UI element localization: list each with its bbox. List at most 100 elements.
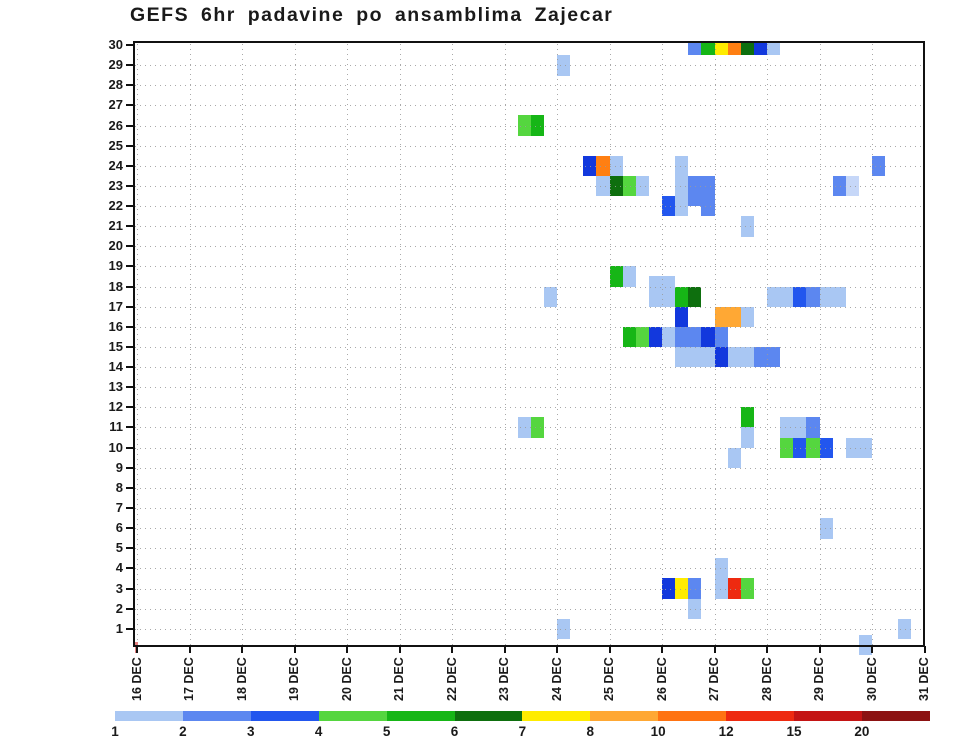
y-tick-label: 2 xyxy=(115,600,123,616)
x-tick xyxy=(398,646,401,653)
heatmap-cell xyxy=(740,306,754,328)
heatmap-cell xyxy=(832,286,846,308)
heatmap-cell xyxy=(767,286,781,308)
y-tick-label: 7 xyxy=(115,499,123,515)
y-tick xyxy=(126,426,133,429)
y-tick xyxy=(126,446,133,449)
v-gridline xyxy=(347,44,348,646)
y-tick-label: 27 xyxy=(108,97,123,113)
heatmap-cell xyxy=(648,326,662,348)
x-tick-label: 27 DEC xyxy=(707,657,721,701)
heatmap-cell xyxy=(767,41,781,56)
heatmap-cell xyxy=(767,346,781,368)
colorbar-label: 6 xyxy=(450,724,459,739)
heatmap-cell xyxy=(727,346,741,368)
y-tick-label: 26 xyxy=(108,117,123,133)
y-tick xyxy=(126,366,133,369)
y-tick xyxy=(126,64,133,67)
h-gridline xyxy=(135,588,924,590)
colorbar-segment xyxy=(182,711,252,721)
y-tick-label: 8 xyxy=(115,479,123,495)
y-tick-label: 4 xyxy=(115,560,123,576)
x-tick xyxy=(346,646,348,653)
plot-border-bottom xyxy=(133,645,925,647)
heatmap-cell xyxy=(806,286,820,308)
h-gridline xyxy=(135,427,924,429)
h-gridline xyxy=(135,226,924,228)
x-tick-label: 18 DEC xyxy=(234,657,249,701)
x-tick xyxy=(661,646,663,653)
x-tick xyxy=(188,646,191,653)
y-tick-label: 24 xyxy=(108,157,123,173)
v-gridline xyxy=(872,44,873,646)
heatmap-cell xyxy=(688,346,702,368)
heatmap-cell xyxy=(740,427,754,448)
h-gridline xyxy=(135,185,924,187)
colorbar-segment xyxy=(861,711,931,721)
v-gridline xyxy=(609,44,611,646)
x-tick xyxy=(766,646,768,653)
h-gridline xyxy=(135,487,924,489)
y-tick xyxy=(126,607,133,610)
x-tick-label: 23 DEC xyxy=(497,657,511,701)
y-tick xyxy=(126,386,133,389)
v-gridline xyxy=(662,44,663,646)
y-tick xyxy=(126,205,133,208)
colorbar-label: 12 xyxy=(718,724,734,739)
colorbar-segment xyxy=(386,711,455,721)
y-tick xyxy=(126,44,133,46)
colorbar-label: 20 xyxy=(854,724,870,739)
h-gridline xyxy=(135,447,924,449)
v-gridline xyxy=(452,44,453,646)
h-gridline xyxy=(135,85,924,87)
heatmap-cell xyxy=(635,326,649,348)
x-tick-label: 22 DEC xyxy=(444,657,459,701)
h-gridline xyxy=(135,507,924,509)
y-tick xyxy=(126,225,133,228)
y-tick-label: 28 xyxy=(108,77,123,93)
heatmap-cell xyxy=(740,407,754,428)
colorbar-segment xyxy=(250,711,320,721)
heatmap-cell xyxy=(675,326,689,348)
x-tick xyxy=(241,646,243,653)
h-gridline xyxy=(135,367,924,369)
x-tick xyxy=(503,646,506,653)
y-tick-label: 3 xyxy=(115,580,123,596)
plot-area xyxy=(133,41,925,656)
colorbar-segment xyxy=(726,711,795,721)
y-tick xyxy=(126,144,133,147)
heatmap-cell xyxy=(740,346,754,368)
y-tick-label: 10 xyxy=(108,439,123,455)
heatmap-cell xyxy=(622,326,636,348)
y-tick xyxy=(126,506,133,509)
h-gridline xyxy=(135,165,924,167)
x-tick xyxy=(818,646,821,653)
colorbar-label: 4 xyxy=(314,724,323,739)
x-tick-label: 17 DEC xyxy=(182,657,196,701)
x-tick-label: 19 DEC xyxy=(287,657,301,701)
heatmap-cell xyxy=(622,266,636,287)
y-tick xyxy=(126,406,133,409)
y-tick xyxy=(126,587,133,590)
h-gridline xyxy=(135,326,924,328)
y-tick xyxy=(126,627,133,630)
y-tick-label: 22 xyxy=(108,198,123,214)
x-tick xyxy=(608,646,611,653)
x-tick-label: 26 DEC xyxy=(654,657,669,701)
y-tick-label: 16 xyxy=(108,318,123,334)
h-gridline xyxy=(135,548,924,550)
y-tick-label: 20 xyxy=(108,238,123,254)
y-tick xyxy=(126,164,133,167)
y-tick-label: 9 xyxy=(115,459,123,475)
colorbar-segment xyxy=(794,711,863,721)
y-tick xyxy=(126,567,133,570)
x-tick-label: 20 DEC xyxy=(339,657,354,701)
y-tick-label: 19 xyxy=(108,258,123,274)
heatmap-cell xyxy=(675,306,689,328)
y-tick-label: 21 xyxy=(108,218,123,234)
heatmap-cell xyxy=(753,41,767,56)
chart-title: GEFS 6hr padavine po ansamblima Zajecar xyxy=(130,4,614,26)
h-gridline xyxy=(135,528,924,530)
v-gridline xyxy=(714,44,716,646)
y-tick xyxy=(126,84,133,87)
